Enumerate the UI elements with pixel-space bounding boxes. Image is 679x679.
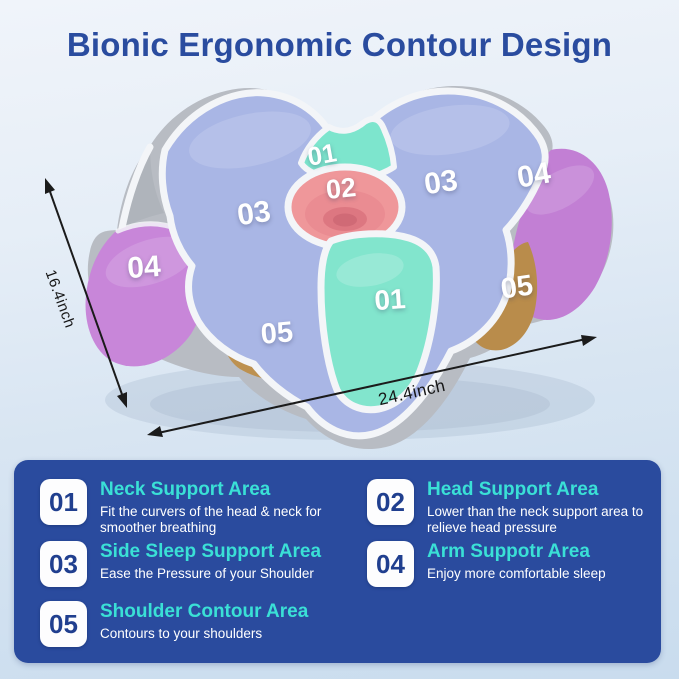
legend-item-head: 02 Head Support Area Lower than the neck…: [367, 479, 661, 536]
legend-title: Side Sleep Support Area: [100, 541, 322, 562]
legend-item-shoulder: 05 Shoulder Contour Area Contours to you…: [40, 601, 308, 647]
legend-badge-02: 02: [367, 479, 414, 525]
legend-badge-04: 04: [367, 541, 414, 587]
zone-arm-left-highlight: [105, 236, 195, 288]
legend-number: 01: [49, 486, 78, 517]
gray-horn-shading: [122, 147, 164, 228]
zone-neck-top: [298, 116, 397, 183]
zone-arm-left: [85, 222, 208, 367]
width-dimension-arrow: [147, 335, 597, 437]
height-dimension-arrow: [45, 178, 127, 408]
legend-text: Shoulder Contour Area Contours to your s…: [100, 601, 308, 642]
legend-text: Head Support Area Lower than the neck su…: [427, 479, 661, 536]
legend-item-side: 03 Side Sleep Support Area Ease the Pres…: [40, 541, 321, 587]
legend-text: Neck Support Area Fit the curvers of the…: [100, 479, 352, 536]
neck-bottom-sheen: [336, 253, 404, 287]
side-right-sheen: [390, 104, 510, 156]
legend-text: Side Sleep Support Area Ease the Pressur…: [100, 541, 321, 582]
legend-item-arm: 04 Arm Suppotr Area Enjoy more comfortab…: [367, 541, 606, 587]
legend-desc: Enjoy more comfortable sleep: [427, 565, 606, 581]
legend-panel: 01 Neck Support Area Fit the curvers of …: [14, 460, 661, 663]
legend-number: 04: [376, 548, 405, 579]
zone-neck-bottom: [317, 230, 440, 414]
legend-title: Shoulder Contour Area: [100, 601, 309, 622]
legend-title: Neck Support Area: [100, 479, 271, 500]
legend-item-neck: 01 Neck Support Area Fit the curvers of …: [40, 479, 352, 536]
legend-title: Head Support Area: [427, 479, 599, 500]
side-left-sheen: [189, 111, 311, 169]
legend-desc: Contours to your shoulders: [100, 625, 263, 641]
legend-badge-05: 05: [40, 601, 87, 647]
legend-number: 02: [376, 486, 405, 517]
zone-head-funnel-hole: [333, 213, 357, 227]
piping-left-horn: [118, 143, 154, 232]
legend-desc: Ease the Pressure of your Shoulder: [100, 565, 314, 581]
page-title: Bionic Ergonomic Contour Design: [66, 26, 613, 63]
legend-desc: Lower than the neck support area to reli…: [427, 503, 644, 535]
legend-number: 03: [49, 548, 78, 579]
legend-badge-01: 01: [40, 479, 87, 525]
legend-title: Arm Suppotr Area: [427, 541, 590, 562]
legend-desc: Fit the curvers of the head & neck for s…: [100, 503, 322, 535]
legend-badge-03: 03: [40, 541, 87, 587]
legend-text: Arm Suppotr Area Enjoy more comfortable …: [427, 541, 606, 582]
zone-arm-right-highlight: [525, 165, 595, 215]
legend-number: 05: [49, 608, 78, 639]
